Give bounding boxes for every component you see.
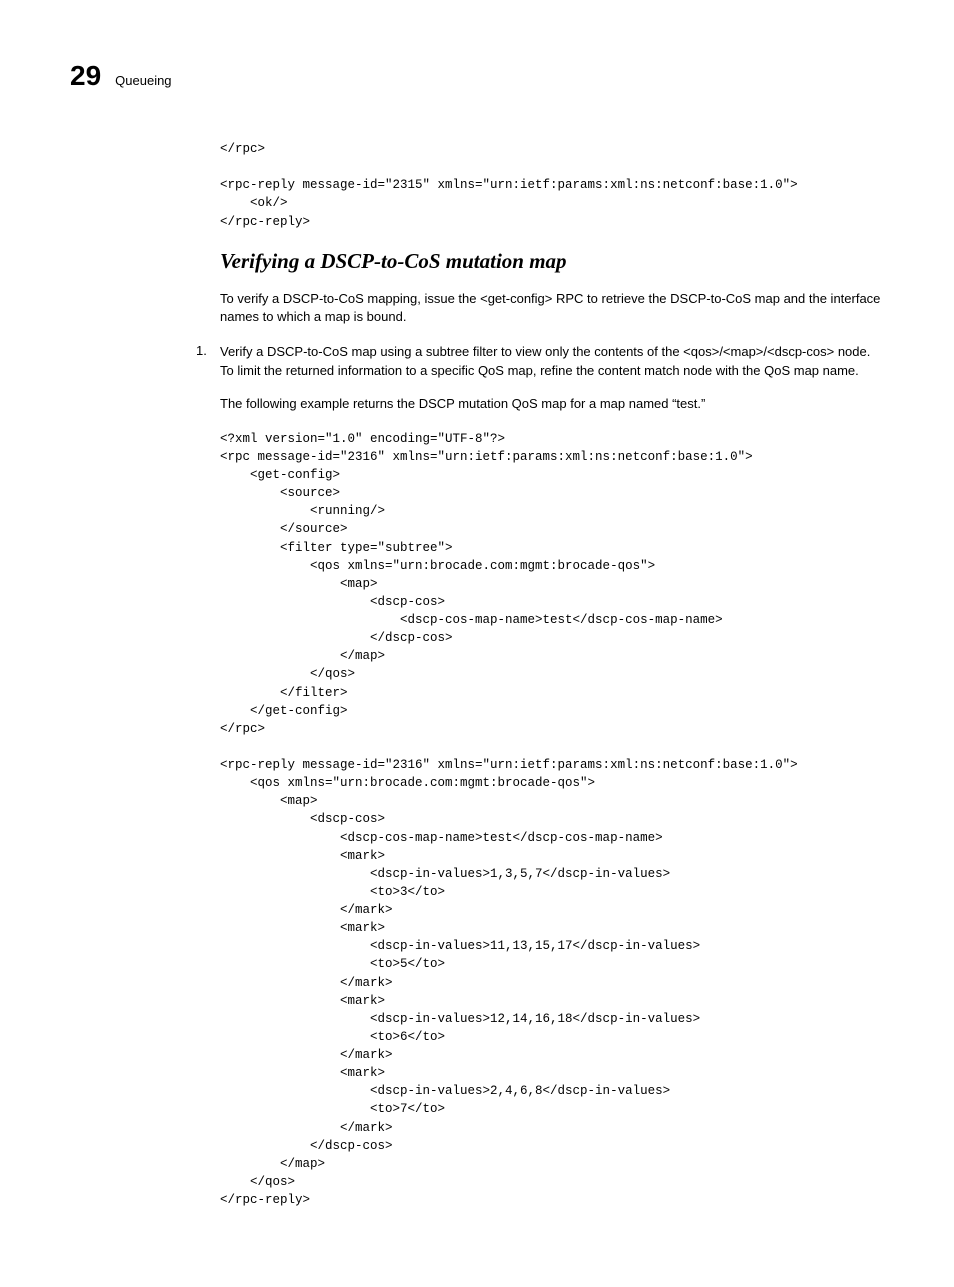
step-1: 1. Verify a DSCP-to-CoS map using a subt… [196, 343, 884, 381]
code-block-main: <?xml version="1.0" encoding="UTF-8"?> <… [220, 430, 884, 1209]
content-body: </rpc> <rpc-reply message-id="2315" xmln… [220, 140, 884, 1209]
step-1-text: Verify a DSCP-to-CoS map using a subtree… [220, 343, 884, 381]
section-heading: Verifying a DSCP-to-CoS mutation map [220, 249, 884, 274]
page-header: 29 Queueing [70, 60, 884, 92]
code-block-top: </rpc> <rpc-reply message-id="2315" xmln… [220, 140, 884, 231]
intro-paragraph: To verify a DSCP-to-CoS mapping, issue t… [220, 290, 884, 328]
list-marker: 1. [196, 343, 220, 381]
chapter-number: 29 [70, 60, 101, 92]
chapter-title: Queueing [115, 73, 171, 88]
step-1-note: The following example returns the DSCP m… [220, 395, 884, 414]
page: 29 Queueing </rpc> <rpc-reply message-id… [0, 0, 954, 1287]
